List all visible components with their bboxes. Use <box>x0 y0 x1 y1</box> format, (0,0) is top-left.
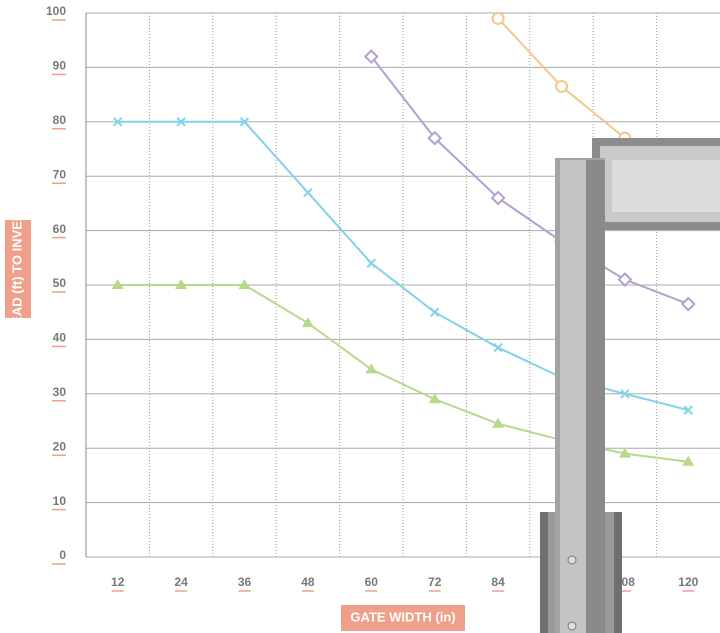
marker <box>112 117 123 127</box>
marker <box>428 393 441 404</box>
x-title-box <box>341 605 465 631</box>
x-tick-label: 12 <box>111 575 125 589</box>
y-tick-label: 40 <box>53 331 67 345</box>
marker <box>683 405 694 415</box>
y-tick-label: 20 <box>53 439 67 453</box>
marker <box>427 130 443 146</box>
marker <box>618 447 631 458</box>
marker <box>366 258 377 268</box>
marker <box>303 187 313 198</box>
x-tick-label: 72 <box>428 575 442 589</box>
marker <box>620 389 630 399</box>
marker <box>491 11 505 25</box>
gate-photo <box>540 138 720 633</box>
y-tick-label: 0 <box>59 548 66 562</box>
y-tick-label: 60 <box>53 222 67 236</box>
x-tick-label: 48 <box>301 575 315 589</box>
x-tick-label: 24 <box>174 575 188 589</box>
y-tick-label: 10 <box>53 494 67 508</box>
marker <box>617 272 633 287</box>
marker <box>490 190 506 206</box>
marker <box>238 279 251 289</box>
x-tick-label: 84 <box>491 575 505 589</box>
y-axis-title: HEAD (ft) TO INVERT <box>9 204 24 335</box>
marker <box>111 279 124 289</box>
marker <box>680 296 696 312</box>
series-line <box>497 17 626 139</box>
marker <box>429 307 440 317</box>
marker <box>555 79 568 93</box>
x-tick-label: 36 <box>238 575 252 589</box>
marker <box>682 455 695 466</box>
y-tick-label: 50 <box>53 276 67 290</box>
x-axis-title: GATE WIDTH (in) <box>350 609 455 624</box>
marker <box>239 117 250 127</box>
y-title-box <box>5 220 31 318</box>
marker <box>175 279 188 289</box>
x-tick-label: 120 <box>678 575 698 589</box>
marker <box>365 363 378 374</box>
marker <box>176 117 186 127</box>
marker <box>363 49 379 64</box>
plot-area: 1224364860728496108120010203040506070809… <box>46 4 720 592</box>
marker <box>493 342 503 353</box>
series-line <box>370 55 689 305</box>
x-tick-label: 60 <box>365 575 379 589</box>
marker <box>492 417 505 428</box>
y-tick-label: 90 <box>53 59 67 73</box>
y-tick-label: 30 <box>53 385 67 399</box>
marker <box>301 317 314 328</box>
y-tick-label: 100 <box>46 4 66 18</box>
y-tick-label: 80 <box>53 113 67 127</box>
y-tick-label: 70 <box>53 167 67 181</box>
